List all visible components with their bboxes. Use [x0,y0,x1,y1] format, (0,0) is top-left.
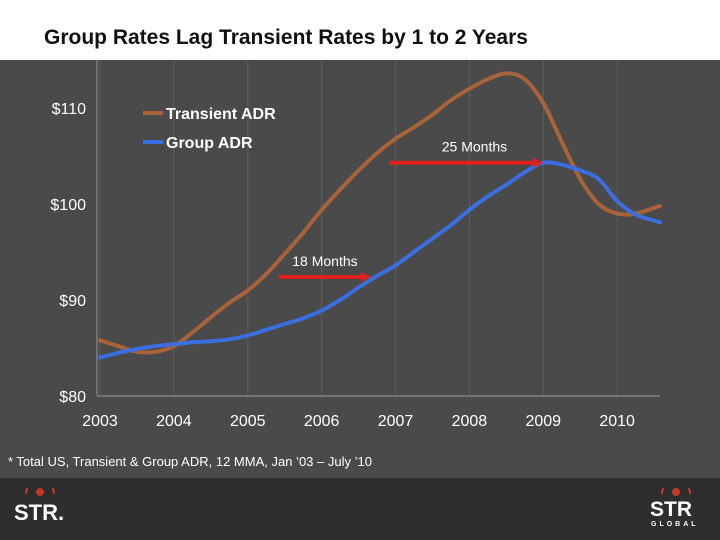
x-tick-label-2010: 2010 [599,413,635,430]
y-tick-label-$80: $80 [59,389,86,406]
str-logo-left: STR. [12,488,82,528]
y-tick-label-$90: $90 [59,293,86,310]
y-tick-label-$110: $110 [52,101,87,118]
str-logo-right-subtext: GLOBAL [651,521,699,528]
x-tick-label-2005: 2005 [230,413,266,430]
annotation-label-18-months: 18 Months [292,253,357,269]
x-tick-label-2004: 2004 [156,413,192,430]
chart-title: Group Rates Lag Transient Rates by 1 to … [44,26,528,49]
footnote: * Total US, Transient & Group ADR, 12 MM… [8,454,372,469]
series-line-transient-adr [98,71,662,355]
str-logo-left-text: STR. [14,500,64,525]
footer-bar [0,478,720,540]
x-tick-label-2007: 2007 [378,413,414,430]
x-tick-label-2008: 2008 [452,413,488,430]
line-chart: $80 $90 $100 $110 2003 2004 2005 2006 2007 2008 20… [50,60,662,430]
annotation-arrowhead-25-months [533,157,544,168]
x-tick-label-2006: 2006 [304,413,340,430]
x-tick-label-2003: 2003 [82,413,118,430]
x-tick-label-2009: 2009 [525,413,561,430]
title-bar [0,0,720,60]
str-logo-right-text: STR [650,498,692,521]
annotation-label-25-months: 25 Months [442,139,507,155]
str-global-logo-right: STR GLOBAL [648,488,712,528]
annotation-arrowhead-18-months [361,271,372,282]
y-tick-label-$100: $100 [50,197,86,214]
legend-label-transient-adr: Transient ADR [166,106,276,123]
series-line-group-adr [98,160,662,360]
legend-label-group-adr: Group ADR [166,135,253,152]
